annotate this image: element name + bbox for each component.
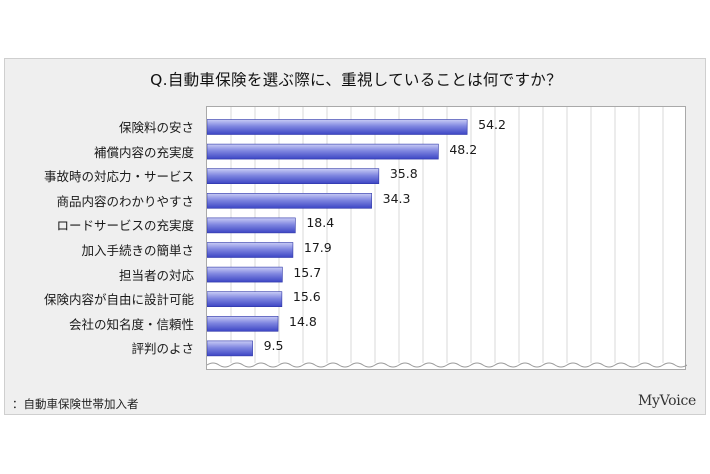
data-label: 35.8 xyxy=(389,166,418,182)
bar xyxy=(207,143,439,160)
category-label: 加入手続きの簡単さ xyxy=(81,243,194,258)
data-label: 15.6 xyxy=(292,289,321,305)
bar xyxy=(207,266,283,283)
bar xyxy=(207,193,372,209)
category-label: 保険料の安さ xyxy=(118,120,194,135)
category-label: 評判のよさ xyxy=(131,341,194,357)
category-label: 補償内容の充実度 xyxy=(93,144,194,160)
category-label: 事故時の対応力・サービス xyxy=(43,169,194,185)
plot-area xyxy=(206,106,687,370)
category-label: ロードサービスの充実度 xyxy=(56,218,194,234)
data-label: 48.2 xyxy=(449,141,478,157)
data-label: 18.4 xyxy=(306,215,335,231)
category-label: 商品内容のわかりやすさ xyxy=(56,193,194,209)
category-label: 担当者の対応 xyxy=(118,267,194,283)
bar xyxy=(207,119,468,135)
data-label: 17.9 xyxy=(303,240,332,255)
bar xyxy=(207,291,283,307)
bar xyxy=(207,242,294,258)
data-label: 15.7 xyxy=(293,264,322,280)
data-label: 14.8 xyxy=(289,313,317,329)
category-label: 保険内容が自由に設計可能 xyxy=(43,292,194,308)
data-label: 9.5 xyxy=(263,338,284,354)
category-label: 会社の知名度・信頼性 xyxy=(68,316,194,332)
brand-logo: MyVoice xyxy=(637,393,696,409)
data-label: 54.2 xyxy=(478,117,506,132)
bar xyxy=(207,217,296,234)
axis-break-wave xyxy=(207,362,687,368)
bar xyxy=(207,340,253,357)
bar xyxy=(207,168,380,185)
bar-chart-svg xyxy=(207,107,687,368)
footnote: ：自動車保険世帯加入者 xyxy=(12,397,139,411)
chart-title: Q.自動車保険を選ぶ際に、重視していることは何ですか？ xyxy=(150,71,562,89)
bar xyxy=(207,316,279,332)
data-label: 34.3 xyxy=(382,190,411,206)
